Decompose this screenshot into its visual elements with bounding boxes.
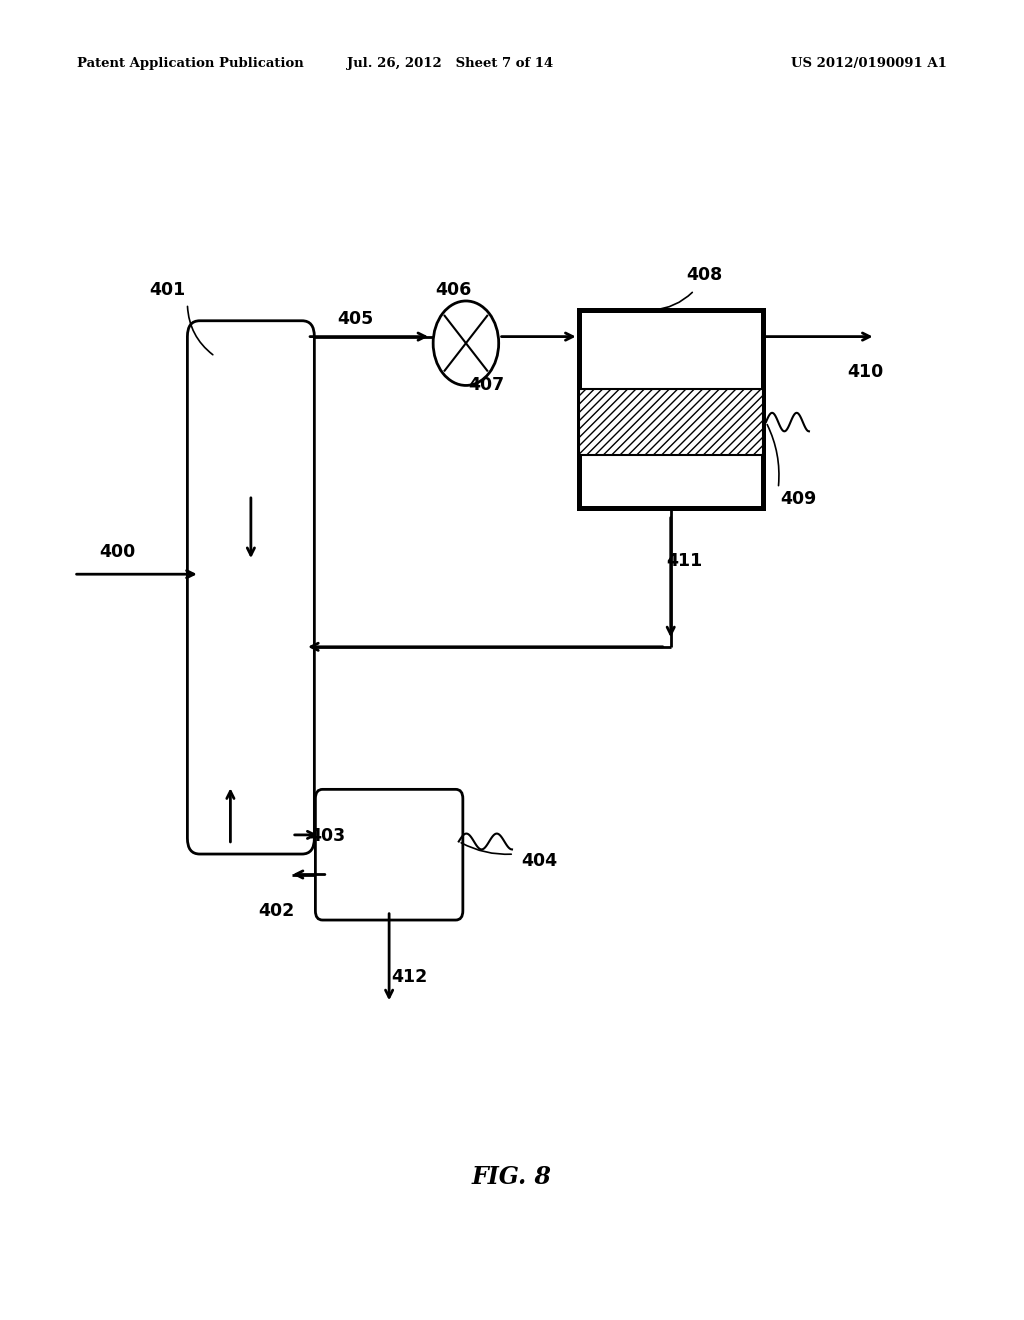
Text: 408: 408 bbox=[686, 265, 723, 284]
Text: 411: 411 bbox=[666, 552, 702, 570]
Text: 406: 406 bbox=[435, 281, 472, 300]
Text: FIG. 8: FIG. 8 bbox=[472, 1166, 552, 1189]
Text: 403: 403 bbox=[309, 826, 346, 845]
Bar bbox=[579, 389, 763, 454]
FancyBboxPatch shape bbox=[315, 789, 463, 920]
Text: 400: 400 bbox=[99, 543, 136, 561]
Text: 401: 401 bbox=[148, 281, 185, 300]
Text: US 2012/0190091 A1: US 2012/0190091 A1 bbox=[792, 57, 947, 70]
Text: 409: 409 bbox=[780, 490, 817, 508]
Text: 412: 412 bbox=[391, 968, 428, 986]
Text: 404: 404 bbox=[521, 851, 558, 870]
Text: 407: 407 bbox=[468, 376, 505, 395]
Text: 405: 405 bbox=[337, 310, 374, 329]
Circle shape bbox=[433, 301, 499, 385]
Text: Jul. 26, 2012   Sheet 7 of 14: Jul. 26, 2012 Sheet 7 of 14 bbox=[347, 57, 554, 70]
Bar bbox=[579, 310, 763, 508]
Text: 410: 410 bbox=[847, 363, 884, 381]
Text: Patent Application Publication: Patent Application Publication bbox=[77, 57, 303, 70]
Text: 402: 402 bbox=[258, 902, 295, 920]
FancyBboxPatch shape bbox=[187, 321, 314, 854]
